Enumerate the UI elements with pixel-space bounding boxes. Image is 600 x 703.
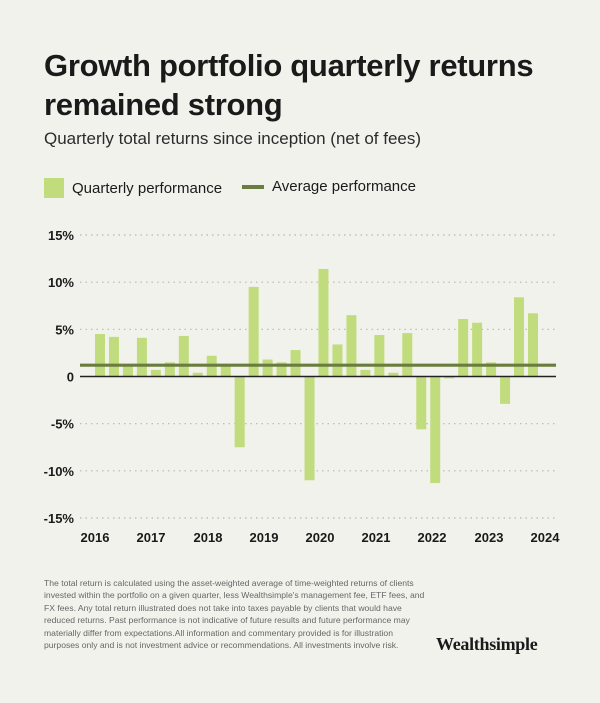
bar [136,337,147,377]
bar [444,376,455,379]
bar [164,362,175,377]
x-tick-label: 2020 [306,530,335,545]
bar [472,322,483,377]
bar [276,362,287,377]
bar [402,333,413,377]
bar [528,313,538,377]
legend-item-average: Average performance [242,178,416,195]
x-tick-label: 2016 [81,530,110,545]
bar [346,315,357,377]
y-tick-label: -15% [44,511,75,526]
y-axis-ticks: 15% 10% 5% 0 -5% -10% -15% [44,228,75,526]
bar [500,376,511,404]
bars [95,268,538,484]
legend-label-quarterly: Quarterly performance [72,179,223,197]
x-tick-label: 2022 [418,530,447,545]
bar [430,376,441,484]
bar [178,335,189,377]
bar [122,365,133,377]
y-tick-label: 0 [67,370,74,385]
bar [388,372,399,377]
bar [290,350,301,377]
y-tick-label: 5% [55,322,74,337]
footnote: The total return is calculated using the… [44,578,425,651]
x-tick-label: 2017 [137,530,166,545]
x-tick-label: 2024 [531,530,561,545]
chart-title: Growth portfolio quarterly returns remai… [44,48,534,122]
bar [234,376,245,448]
bar-chart: 15% 10% 5% 0 -5% -10% -15% 2016 2017 2018 2019 202… [44,228,561,545]
bar [95,334,105,377]
x-tick-label: 2019 [250,530,279,545]
bar [262,359,273,377]
bar [514,297,525,377]
x-axis-ticks: 2016 2017 2018 2019 2020 2021 2022 2023 2024 [81,530,561,545]
legend-bar-swatch [44,178,64,198]
bar [318,268,329,377]
bar [486,362,497,377]
y-tick-label: 15% [48,228,74,243]
y-tick-label: -10% [44,464,75,479]
bar [360,369,371,377]
bar [374,334,385,377]
legend-item-quarterly: Quarterly performance [44,178,222,198]
bar [304,376,315,481]
bar [108,336,119,377]
legend-label-average: Average performance [272,178,416,195]
y-tick-label: 10% [48,275,74,290]
bar [332,344,343,377]
bar [150,369,161,377]
bar [220,365,231,377]
bar [192,372,203,377]
bar [248,286,259,377]
x-tick-label: 2021 [362,530,391,545]
chart-subtitle: Quarterly total returns since inception … [44,129,422,148]
bar [416,376,427,430]
wealthsimple-logo: Wealthsimple [436,634,538,654]
y-tick-label: -5% [51,417,75,432]
bar [458,318,469,377]
axes [80,363,556,378]
legend-line-swatch [242,184,264,189]
x-tick-label: 2023 [475,530,504,545]
x-tick-label: 2018 [194,530,223,545]
